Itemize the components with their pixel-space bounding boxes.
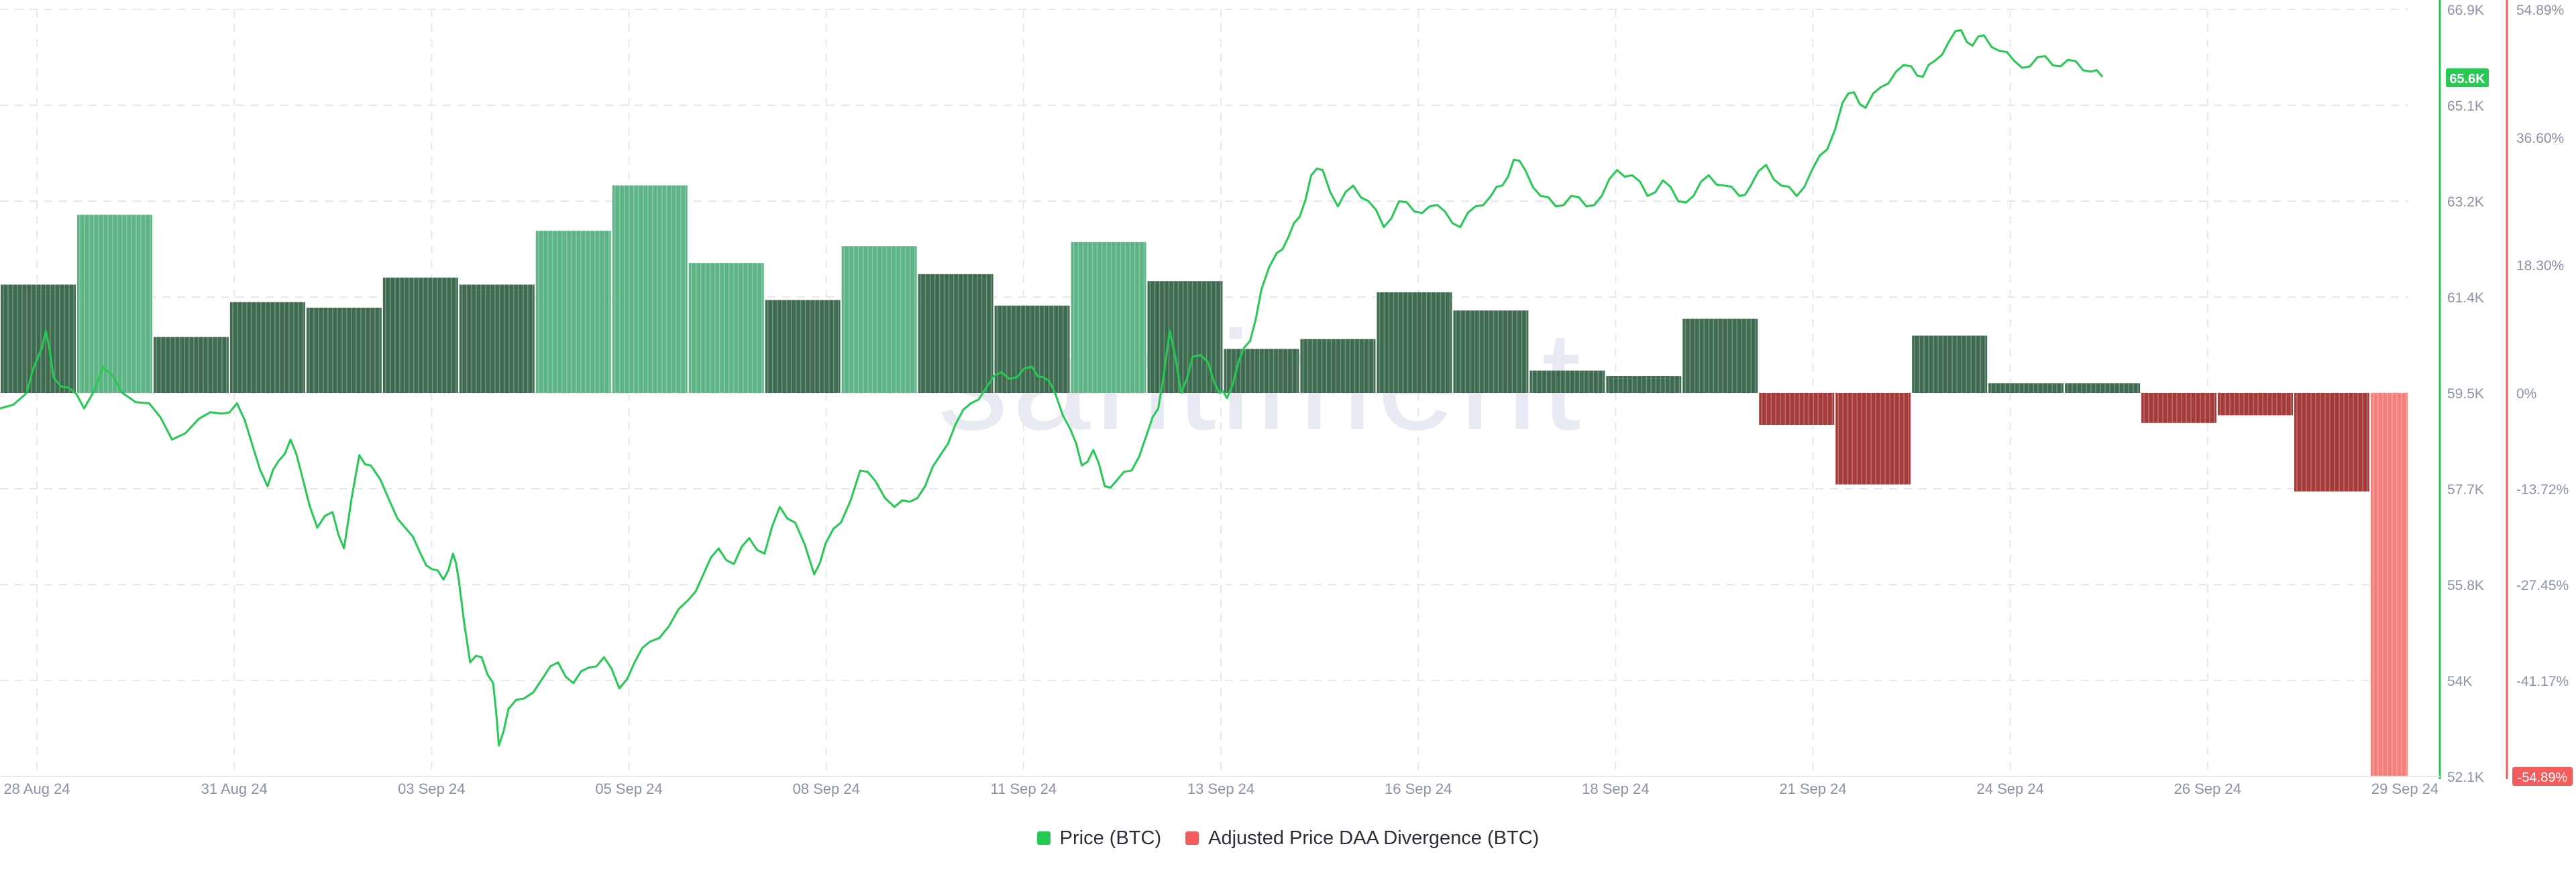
legend-swatch-divergence — [1185, 831, 1199, 845]
divergence-bar — [1529, 370, 1605, 393]
price-tick-label: 65.1K — [2447, 99, 2484, 114]
x-tick-label: 28 Aug 24 — [3, 780, 70, 797]
divergence-bar — [994, 305, 1070, 393]
x-tick-label: 13 Sep 24 — [1187, 780, 1254, 797]
x-tick-label: 31 Aug 24 — [201, 780, 268, 797]
divergence-bar — [459, 284, 535, 393]
price-tick-label: 66.9K — [2447, 3, 2484, 18]
divergence-bar — [153, 337, 229, 393]
divergence-tick-label: -41.17% — [2516, 674, 2569, 689]
legend-item-divergence[interactable]: Adjusted Price DAA Divergence (BTC) — [1185, 827, 1539, 850]
divergence-tick-label: -27.45% — [2516, 578, 2569, 593]
divergence-bar — [612, 185, 688, 393]
divergence-bar — [1300, 339, 1376, 393]
divergence-bar — [2371, 393, 2408, 776]
legend-item-price[interactable]: Price (BTC) — [1036, 827, 1162, 850]
divergence-bars — [1, 185, 2408, 776]
price-tick-label: 59.5K — [2447, 386, 2484, 402]
divergence-tick-label: 18.30% — [2516, 258, 2564, 274]
price-line — [0, 29, 2104, 747]
divergence-bar — [1377, 292, 1452, 393]
divergence-bar — [306, 307, 382, 393]
divergence-bar — [2065, 383, 2141, 393]
x-tick-label: 26 Sep 24 — [2174, 780, 2241, 797]
price-tick-label: 55.8K — [2447, 578, 2484, 593]
divergence-bar — [1988, 383, 2064, 393]
divergence-bar — [688, 263, 764, 393]
divergence-bar — [229, 302, 305, 393]
divergence-bar — [1835, 393, 1911, 485]
axes — [0, 0, 2508, 779]
price-tick-label: 63.2K — [2447, 194, 2484, 210]
divergence-tick-label: -13.72% — [2516, 482, 2569, 498]
divergence-bar — [2141, 393, 2217, 423]
x-tick-label: 16 Sep 24 — [1385, 780, 1452, 797]
divergence-tick-label: 36.60% — [2516, 131, 2564, 146]
divergence-bar — [1682, 318, 1758, 393]
divergence-bar — [1912, 335, 1988, 393]
divergence-bar — [2294, 393, 2370, 491]
divergence-bar — [1147, 281, 1223, 393]
x-tick-label: 18 Sep 24 — [1582, 780, 1649, 797]
x-tick-label: 21 Sep 24 — [1779, 780, 1846, 797]
price-tick-label: 54K — [2447, 674, 2472, 689]
divergence-bar — [1, 284, 76, 393]
current-divergence-value: -54.89% — [2518, 770, 2568, 785]
divergence-bar — [1071, 241, 1146, 393]
x-tick-label: 24 Sep 24 — [1977, 780, 2044, 797]
divergence-bar — [382, 278, 458, 393]
x-tick-label: 11 Sep 24 — [990, 780, 1057, 797]
divergence-bar — [2218, 393, 2294, 416]
current-price-badge: 65.6K — [2446, 68, 2489, 87]
legend-label-divergence: Adjusted Price DAA Divergence (BTC) — [1208, 827, 1540, 849]
current-divergence-badge: -54.89% — [2512, 767, 2573, 786]
legend-label-price: Price (BTC) — [1059, 827, 1162, 849]
divergence-axis-labels: 54.89% 36.60% 18.30% 0% -13.72% -27.45% -41.17… — [2516, 3, 2569, 689]
divergence-bar — [76, 215, 152, 393]
x-tick-label: 29 Sep 24 — [2371, 780, 2438, 797]
current-price-value: 65.6K — [2449, 72, 2485, 86]
divergence-bar — [535, 231, 611, 393]
price-tick-label: 61.4K — [2447, 290, 2484, 306]
x-tick-label: 08 Sep 24 — [793, 780, 860, 797]
x-tick-label: 03 Sep 24 — [398, 780, 465, 797]
divergence-bar — [841, 246, 917, 393]
divergence-bar — [1453, 310, 1529, 393]
legend-swatch-price — [1036, 831, 1051, 845]
price-tick-label: 52.1K — [2447, 770, 2484, 785]
divergence-bar — [1606, 375, 1682, 393]
x-tick-label: 05 Sep 24 — [595, 780, 662, 797]
legend: Price (BTC) Adjusted Price DAA Divergenc… — [0, 822, 2576, 854]
value-badges: 65.6K -54.89% — [2446, 68, 2573, 786]
price-axis-labels: 66.9K 65.1K 63.2K 61.4K 59.5K 57.7K 55.8K 54K 52… — [2447, 3, 2484, 785]
x-axis-labels: 28 Aug 24 31 Aug 24 03 Sep 24 05 Sep 24 08 S… — [3, 780, 2438, 797]
divergence-tick-label: 54.89% — [2516, 3, 2564, 18]
divergence-bar — [1759, 393, 1835, 425]
divergence-tick-label: 0% — [2516, 386, 2536, 402]
divergence-bar — [918, 274, 994, 393]
price-tick-label: 57.7K — [2447, 482, 2484, 498]
divergence-bar — [765, 300, 841, 393]
